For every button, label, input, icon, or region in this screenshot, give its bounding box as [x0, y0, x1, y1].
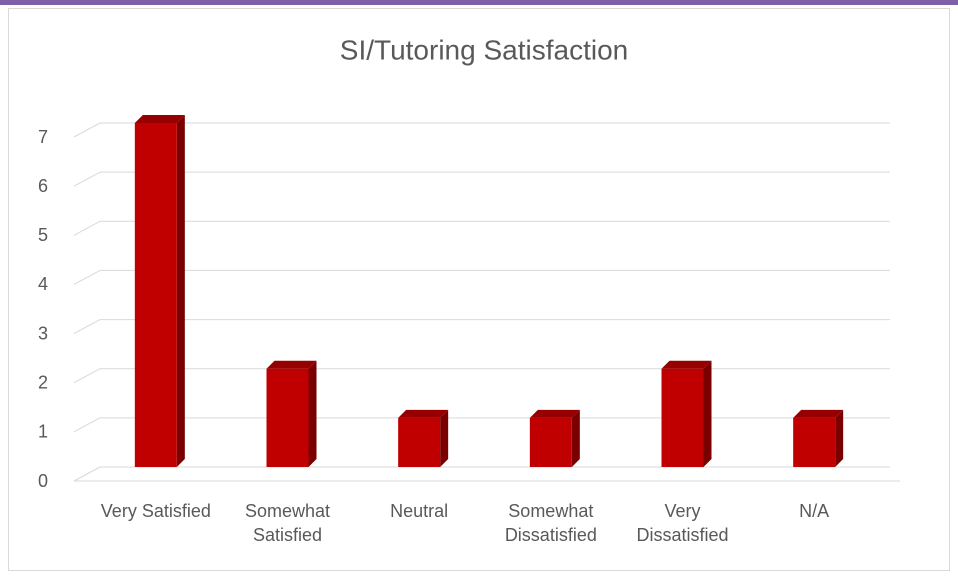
bar-side — [176, 115, 185, 467]
bar-top — [398, 409, 449, 418]
x-tick-label: N/A — [799, 501, 830, 521]
y-tick-label: 1 — [38, 422, 48, 442]
grid-line-side — [73, 368, 101, 384]
bar-side — [835, 409, 844, 467]
bar — [398, 409, 449, 467]
bar-top — [661, 360, 712, 369]
bar-front — [134, 123, 177, 467]
bar-front — [793, 417, 836, 467]
grid-line-side — [73, 269, 101, 285]
bar-top — [134, 115, 185, 123]
bar — [266, 360, 317, 467]
x-tick-label: Very Satisfied — [100, 501, 211, 521]
chart-frame — [8, 8, 950, 571]
bar-front — [266, 368, 309, 467]
bar-side — [571, 409, 580, 467]
bar — [661, 360, 712, 467]
y-tick-label: 2 — [38, 372, 48, 392]
bar-side — [703, 360, 712, 467]
y-tick-label: 3 — [38, 323, 48, 343]
x-tick-label: Neutral — [390, 501, 449, 521]
grid-line-side — [73, 466, 101, 482]
x-tick-label: Somewhat Dissatisfied — [504, 501, 597, 545]
bar-top — [266, 360, 317, 369]
y-tick-label: 7 — [38, 127, 48, 147]
bar-side — [440, 409, 449, 467]
grid-line-side — [73, 220, 101, 236]
bar-top — [793, 409, 844, 418]
bar — [793, 409, 844, 467]
bar-front — [661, 368, 704, 467]
grid-line-side — [73, 319, 101, 335]
top-bar — [0, 0, 958, 5]
x-tick-label: Very Dissatisfied — [636, 501, 729, 545]
bar — [529, 409, 580, 467]
grid-line-side — [73, 417, 101, 433]
bar-top — [529, 409, 580, 418]
bar-side — [308, 360, 317, 467]
bar-front — [529, 417, 572, 467]
bar-front — [398, 417, 441, 467]
bar — [134, 115, 185, 467]
y-tick-label: 5 — [38, 225, 48, 245]
y-tick-label: 6 — [38, 176, 48, 196]
y-tick-label: 4 — [38, 274, 48, 294]
grid-line-side — [73, 171, 101, 187]
y-tick-label: 0 — [38, 471, 48, 491]
x-tick-label: Somewhat Satisfied — [244, 501, 331, 545]
grid-line-side — [73, 122, 101, 138]
chart-title: SI/Tutoring Satisfaction — [340, 34, 628, 65]
